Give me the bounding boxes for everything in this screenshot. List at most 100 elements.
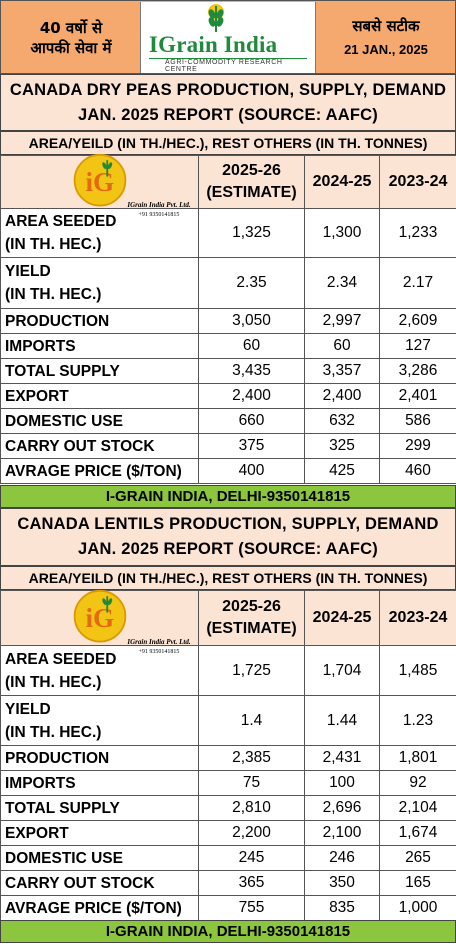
table-row: PRODUCTION 2,385 2,431 1,801 [0,745,456,771]
report-header: 40 वर्षो से आपकी सेवा में IGrain India A… [0,0,456,74]
table-row: YIELD (IN TH. HEC.) 2.35 2.34 2.17 [0,257,456,309]
row-label: PRODUCTION [0,745,199,771]
cell-2024-25: 425 [304,458,380,484]
cell-2024-25: 246 [304,845,380,871]
row-label: PRODUCTION [0,308,199,334]
cell-2024-25: 3,357 [304,358,380,384]
cell-2025-26: 1.4 [198,695,305,746]
row-label-line1: YIELD [5,263,51,280]
row-label-line2: (IN TH. HEC.) [5,723,102,741]
report-date: 21 JAN., 2025 [344,42,428,57]
header-tagline-right: सबसे सटीक 21 JAN., 2025 [319,4,453,72]
cell-2024-25: 2,100 [304,820,380,846]
section-title-line1: CANADA LENTILS PRODUCTION, SUPPLY, DEMAN… [17,515,439,533]
row-label: YIELD (IN TH. HEC.) [0,257,199,309]
cell-2024-25: 1.44 [304,695,380,746]
row-label: EXPORT [0,820,199,846]
table-row: AREA SEEDED (IN TH. HEC.) IGrain India P… [0,638,456,696]
igrain-logo-icon: iG [73,153,126,207]
row-label: TOTAL SUPPLY [0,358,199,384]
row-label-line1: YIELD [5,700,51,718]
cell-2023-24: 2.17 [379,257,456,309]
cell-2025-26: 375 [198,433,305,459]
logo-company: IGrain India Pvt. Ltd. [127,201,191,209]
col-header-2025-26: 2025-26 (ESTIMATE) [198,590,305,646]
section-footer: I-GRAIN INDIA, DELHI-9350141815 [0,485,456,508]
cell-2025-26: 400 [198,458,305,484]
row-label: DOMESTIC USE [0,408,199,434]
row-label: AVRAGE PRICE ($/TON) [0,895,199,921]
row-label: IMPORTS [0,770,199,796]
cell-2023-24: 165 [379,870,456,896]
unit-note: AREA/YEILD (IN TH./HEC.), REST OTHERS (I… [0,131,456,155]
cell-2023-24: 460 [379,458,456,484]
section-title-lentils: CANADA LENTILS PRODUCTION, SUPPLY, DEMAN… [0,508,456,566]
cell-2023-24: 299 [379,433,456,459]
cell-2023-24: 1,801 [379,745,456,771]
table-row: EXPORT 2,200 2,100 1,674 [0,820,456,846]
row-label-line1: AREA SEEDED [5,650,117,668]
cell-2025-26: 755 [198,895,305,921]
section-title-line2: JAN. 2025 REPORT (SOURCE: AAFC) [78,105,378,124]
cell-2023-24: 586 [379,408,456,434]
col-year: 2025-26 [222,162,281,179]
table-row: YIELD (IN TH. HEC.) 1.4 1.44 1.23 [0,695,456,746]
logo-cell: iG [0,589,199,646]
section-title-line2: JAN. 2025 REPORT (SOURCE: AAFC) [78,540,378,558]
table-header-row: iG 2025-26 (ESTIMATE) 2024-25 2023-24 [0,589,456,646]
section-title-line1: CANADA DRY PEAS PRODUCTION, SUPPLY, DEMA… [9,80,447,99]
cell-2025-26: 660 [198,408,305,434]
table-row: CARRY OUT STOCK 365 350 165 [0,870,456,896]
cell-2023-24: 92 [379,770,456,796]
col-header-2023-24: 2023-24 [379,590,456,646]
cell-2023-24: 1,485 [379,645,456,696]
row-label-line2: (IN TH. HEC.) [5,236,102,253]
row-label: DOMESTIC USE [0,845,199,871]
cell-2025-26: 75 [198,770,305,796]
cell-2024-25: 2,431 [304,745,380,771]
cell-2024-25: 1,704 [304,645,380,696]
cell-2025-26: 2.35 [198,257,305,309]
row-label: AVRAGE PRICE ($/TON) [0,458,199,484]
cell-2025-26: 245 [198,845,305,871]
cell-2024-25: 2,400 [304,383,380,409]
brand-divider [149,58,307,59]
cell-2023-24: 3,286 [379,358,456,384]
brand-tagline: AGRI-COMMODITY RESEARCH CENTRE [165,59,283,73]
cell-2023-24: 2,609 [379,308,456,334]
row-label-line1: AREA SEEDED [5,213,117,230]
cell-2025-26: 2,810 [198,795,305,821]
cell-2025-26: 60 [198,333,305,359]
table-row: PRODUCTION 3,050 2,997 2,609 [0,308,456,334]
row-label: AREA SEEDED (IN TH. HEC.) IGrain India P… [0,638,199,696]
row-label: AREA SEEDED (IN TH. HEC.) IGrain India P… [0,201,199,258]
section-title-dry-peas: CANADA DRY PEAS PRODUCTION, SUPPLY, DEMA… [0,74,456,131]
tagline-service: आपकी सेवा में [30,39,112,57]
lentils-table: iG 2025-26 (ESTIMATE) 2024-25 2023-24 AR… [0,589,456,921]
col-estimate: (ESTIMATE) [206,184,297,201]
cell-2025-26: 3,435 [198,358,305,384]
logo-company: IGrain India Pvt. Ltd. [127,638,191,646]
row-label: TOTAL SUPPLY [0,795,199,821]
cell-2023-24: 127 [379,333,456,359]
cell-2025-26: 2,385 [198,745,305,771]
logo-monogram: iG [85,167,114,197]
cell-2023-24: 1,674 [379,820,456,846]
col-header-2023-24: 2023-24 [379,155,456,209]
table-row: CARRY OUT STOCK 375 325 299 [0,433,456,459]
row-label-line2: (IN TH. HEC.) [5,673,102,691]
col-header-2025-26: 2025-26 (ESTIMATE) [198,155,305,209]
col-estimate: (ESTIMATE) [206,620,297,637]
cell-2024-25: 632 [304,408,380,434]
col-header-2024-25: 2024-25 [304,155,380,209]
cell-2023-24: 1,000 [379,895,456,921]
cell-2024-25: 100 [304,770,380,796]
brand-name: IGrain India [149,32,278,57]
row-label-line2: (IN TH. HEC.) [5,286,102,303]
table-row: DOMESTIC USE 245 246 265 [0,845,456,871]
table-row: AREA SEEDED (IN TH. HEC.) IGrain India P… [0,201,456,258]
cell-2024-25: 325 [304,433,380,459]
section-footer: I-GRAIN INDIA, DELHI-9350141815 [0,920,456,943]
table-row: IMPORTS 60 60 127 [0,333,456,359]
table-row: TOTAL SUPPLY 2,810 2,696 2,104 [0,795,456,821]
